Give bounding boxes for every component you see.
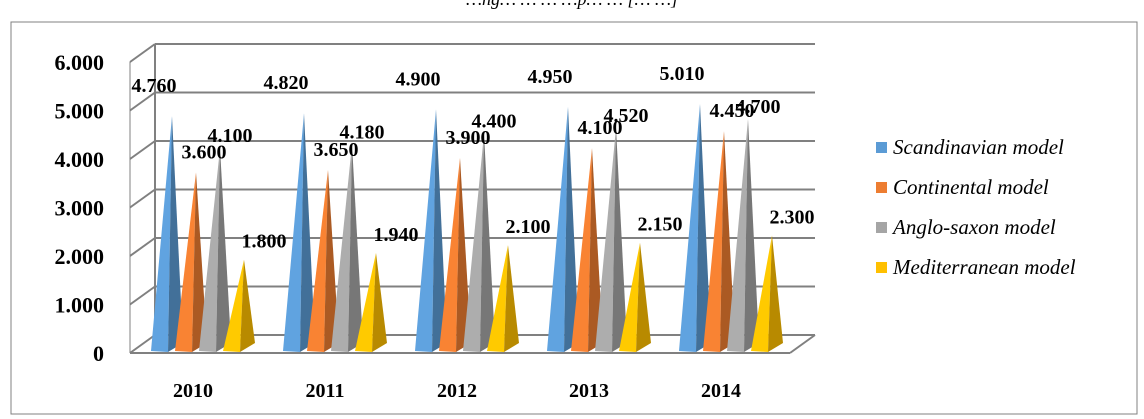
floor-side-edge bbox=[789, 334, 816, 354]
gridline-side bbox=[129, 237, 156, 257]
bar-side-face bbox=[636, 242, 651, 352]
legend-swatch bbox=[876, 262, 887, 273]
bar-side-face bbox=[456, 157, 471, 352]
legend-swatch bbox=[876, 182, 887, 193]
bar-front-face bbox=[151, 116, 172, 352]
bar-side-face bbox=[480, 133, 495, 352]
bar-front-face bbox=[727, 119, 748, 352]
data-labels: 4.7603.6004.1001.8004.8203.6504.1801.940… bbox=[132, 63, 815, 253]
y-tick-labels: 0 1.000 2.000 3.000 4.000 5.000 6.000 bbox=[55, 50, 105, 366]
x-tick-labels: 2010 2011 2012 2013 2014 bbox=[173, 380, 741, 402]
data-label: 4.950 bbox=[528, 66, 573, 88]
bar-side-face bbox=[192, 172, 207, 352]
gridline-side bbox=[129, 188, 156, 209]
gridline-side bbox=[129, 140, 156, 160]
y-tick-label: 3.000 bbox=[55, 196, 105, 221]
bar-side-face bbox=[216, 148, 231, 352]
data-label: 2.100 bbox=[506, 216, 551, 238]
bar-side-face bbox=[432, 109, 447, 352]
bars bbox=[151, 104, 783, 352]
x-tick-label: 2010 bbox=[173, 380, 213, 402]
legend-label: Continental model bbox=[893, 175, 1049, 199]
data-label: 1.940 bbox=[374, 224, 419, 246]
x-tick-label: 2011 bbox=[306, 380, 345, 402]
bar-front-face bbox=[355, 252, 376, 352]
legend-label: Mediterranean model bbox=[892, 255, 1076, 279]
y-tick-label: 5.000 bbox=[55, 99, 105, 124]
data-label: 4.100 bbox=[208, 125, 253, 147]
data-label: 4.820 bbox=[264, 72, 309, 94]
data-label: 5.010 bbox=[660, 63, 705, 85]
y-tick-label: 0 bbox=[93, 341, 104, 366]
bar-front-face bbox=[307, 169, 328, 352]
bar-front-face bbox=[487, 245, 508, 352]
chart-border bbox=[10, 21, 1138, 415]
gridline-side bbox=[129, 91, 156, 112]
bar-front-face bbox=[571, 148, 592, 352]
bar-front-face bbox=[331, 144, 352, 352]
bar-side-face bbox=[240, 259, 255, 352]
gridline-side bbox=[129, 334, 156, 354]
bar-side-face bbox=[744, 119, 759, 352]
bar-front-face bbox=[439, 157, 460, 352]
y-tick-label: 4.000 bbox=[55, 147, 105, 172]
legend: Scandinavian model Continental model Anglo… bbox=[876, 135, 1076, 279]
data-label: 4.100 bbox=[578, 117, 623, 139]
legend-swatch bbox=[876, 142, 887, 153]
bar-side-face bbox=[720, 131, 735, 352]
bar-side-face bbox=[564, 106, 579, 352]
bar-side-face bbox=[696, 104, 711, 352]
bar-front-face bbox=[175, 172, 196, 352]
data-label: 4.700 bbox=[736, 96, 781, 118]
bar-side-face bbox=[324, 169, 339, 352]
bar-front-face bbox=[223, 259, 244, 352]
bar-side-face bbox=[768, 235, 783, 352]
y-tick-label: 6.000 bbox=[55, 50, 105, 75]
bar-side-face bbox=[588, 148, 603, 352]
gridline-side bbox=[129, 43, 156, 63]
bar-front-face bbox=[679, 104, 700, 352]
bar-front-face bbox=[463, 133, 484, 352]
legend-label: Anglo-saxon model bbox=[891, 215, 1056, 239]
axes bbox=[129, 44, 816, 354]
data-label: 4.760 bbox=[132, 75, 177, 97]
chart-title: …ng… … … …p… … [… …] bbox=[466, 0, 678, 9]
bar-side-face bbox=[300, 113, 315, 352]
data-label: 4.900 bbox=[396, 68, 441, 90]
y-tick-label: 2.000 bbox=[55, 244, 105, 269]
bar-front-face bbox=[595, 127, 616, 352]
bar-side-face bbox=[504, 245, 519, 352]
data-label: 2.300 bbox=[770, 206, 815, 228]
gridline-side bbox=[129, 285, 156, 306]
bar-front-face bbox=[703, 131, 724, 352]
bar-side-face bbox=[612, 127, 627, 352]
x-tick-label: 2013 bbox=[569, 380, 609, 402]
bar-front-face bbox=[199, 148, 220, 352]
bar-front-face bbox=[415, 109, 436, 352]
data-label: 4.180 bbox=[340, 121, 385, 143]
bar-front-face bbox=[751, 235, 772, 352]
bar-side-face bbox=[168, 116, 183, 352]
bar-front-face bbox=[619, 242, 640, 352]
x-tick-label: 2012 bbox=[437, 380, 477, 402]
data-label: 3.600 bbox=[182, 141, 227, 163]
legend-swatch bbox=[876, 222, 887, 233]
bar-side-face bbox=[372, 252, 387, 352]
bar-side-face bbox=[348, 144, 363, 352]
data-label: 3.650 bbox=[314, 139, 359, 161]
data-label: 1.800 bbox=[242, 231, 287, 253]
data-label: 2.150 bbox=[638, 214, 683, 236]
data-label: 4.520 bbox=[604, 105, 649, 127]
bar-front-face bbox=[547, 106, 568, 352]
y-tick-label: 1.000 bbox=[55, 293, 105, 318]
data-label: 4.450 bbox=[710, 100, 755, 122]
data-label: 3.900 bbox=[446, 127, 491, 149]
bar-front-face bbox=[283, 113, 304, 352]
x-tick-label: 2014 bbox=[701, 380, 741, 402]
legend-label: Scandinavian model bbox=[893, 135, 1064, 159]
data-label: 4.400 bbox=[472, 111, 517, 133]
